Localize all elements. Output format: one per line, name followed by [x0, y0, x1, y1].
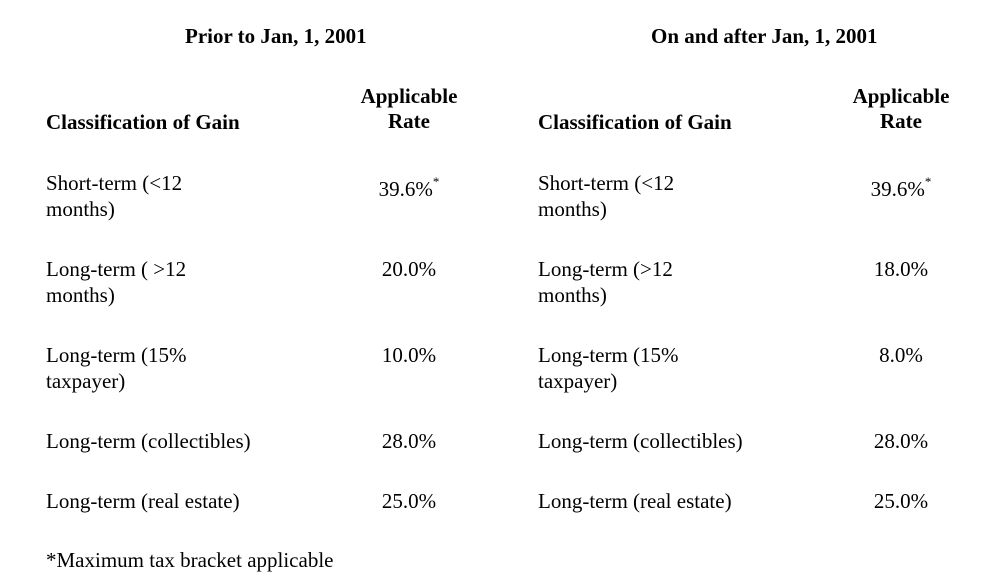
left-row-1-rate: 39.6%* — [349, 174, 469, 202]
footnote: *Maximum tax bracket applicable — [46, 548, 334, 572]
left-row-5-class-line1: Long-term (real estate) — [46, 489, 240, 513]
left-row-2-rate: 20.0% — [349, 256, 469, 282]
left-row-4-rate: 28.0% — [349, 428, 469, 454]
left-row-5-rate-value: 25.0% — [381, 489, 437, 513]
right-row-5-class-line1: Long-term (real estate) — [538, 489, 732, 513]
right-row-4-rate-value: 28.0% — [873, 429, 929, 453]
right-rate-header-line1: Applicable — [852, 84, 950, 108]
right-row-1-footnote-mark: * — [924, 174, 932, 189]
right-classification-header: Classification of Gain — [538, 110, 732, 134]
right-row-4-class-line1: Long-term (collectibles) — [538, 429, 743, 453]
left-row-3-rate: 10.0% — [349, 342, 469, 368]
right-row-1-class-line2: months) — [538, 197, 607, 221]
left-row-4-class-line1: Long-term (collectibles) — [46, 429, 251, 453]
right-row-1-rate-value: 39.6% — [870, 177, 925, 201]
left-row-1-class-line2: months) — [46, 197, 115, 221]
right-row-2-rate: 18.0% — [841, 256, 961, 282]
left-row-2-classification: Long-term ( >12 months) — [46, 256, 186, 308]
right-row-2-class-line1: Long-term (>12 — [538, 257, 673, 281]
left-rate-header-line2: Rate — [388, 109, 430, 133]
left-classification-header: Classification of Gain — [46, 110, 240, 134]
right-row-3-classification: Long-term (15% taxpayer) — [538, 342, 679, 394]
right-row-2-rate-value: 18.0% — [873, 257, 929, 281]
right-row-5-rate-value: 25.0% — [873, 489, 929, 513]
right-row-2-classification: Long-term (>12 months) — [538, 256, 673, 308]
right-row-5-classification: Long-term (real estate) — [538, 488, 732, 514]
right-period-heading: On and after Jan, 1, 2001 — [651, 24, 878, 48]
left-row-2-class-line2: months) — [46, 283, 115, 307]
left-row-2-class-line1: Long-term ( >12 — [46, 257, 187, 281]
left-row-1-footnote-mark: * — [432, 174, 440, 189]
left-period-heading: Prior to Jan, 1, 2001 — [185, 24, 367, 48]
right-row-1-class-line1: Short-term (<12 — [538, 171, 675, 195]
right-row-4-rate: 28.0% — [841, 428, 961, 454]
right-row-3-rate-value: 8.0% — [879, 343, 923, 367]
right-rate-header: Applicable Rate — [841, 84, 961, 134]
right-row-4-classification: Long-term (collectibles) — [538, 428, 743, 454]
right-row-2-class-line2: months) — [538, 283, 607, 307]
right-row-1-classification: Short-term (<12 months) — [538, 170, 674, 222]
right-row-3-class-line2: taxpayer) — [538, 369, 618, 393]
left-row-1-rate-value: 39.6% — [378, 177, 433, 201]
right-row-5-rate: 25.0% — [841, 488, 961, 514]
left-row-3-class-line1: Long-term (15% — [46, 343, 187, 367]
left-row-2-rate-value: 20.0% — [381, 257, 437, 281]
right-row-3-class-line1: Long-term (15% — [538, 343, 679, 367]
right-row-1-rate: 39.6%* — [841, 174, 961, 202]
left-row-5-rate: 25.0% — [349, 488, 469, 514]
left-row-3-classification: Long-term (15% taxpayer) — [46, 342, 187, 394]
left-rate-header: Applicable Rate — [349, 84, 469, 134]
right-rate-header-line2: Rate — [880, 109, 922, 133]
left-row-1-classification: Short-term (<12 months) — [46, 170, 182, 222]
left-row-3-class-line2: taxpayer) — [46, 369, 126, 393]
left-row-5-classification: Long-term (real estate) — [46, 488, 240, 514]
left-row-3-rate-value: 10.0% — [381, 343, 437, 367]
left-row-1-class-line1: Short-term (<12 — [46, 171, 183, 195]
left-row-4-classification: Long-term (collectibles) — [46, 428, 251, 454]
left-row-4-rate-value: 28.0% — [381, 429, 437, 453]
right-row-3-rate: 8.0% — [841, 342, 961, 368]
left-rate-header-line1: Applicable — [360, 84, 458, 108]
